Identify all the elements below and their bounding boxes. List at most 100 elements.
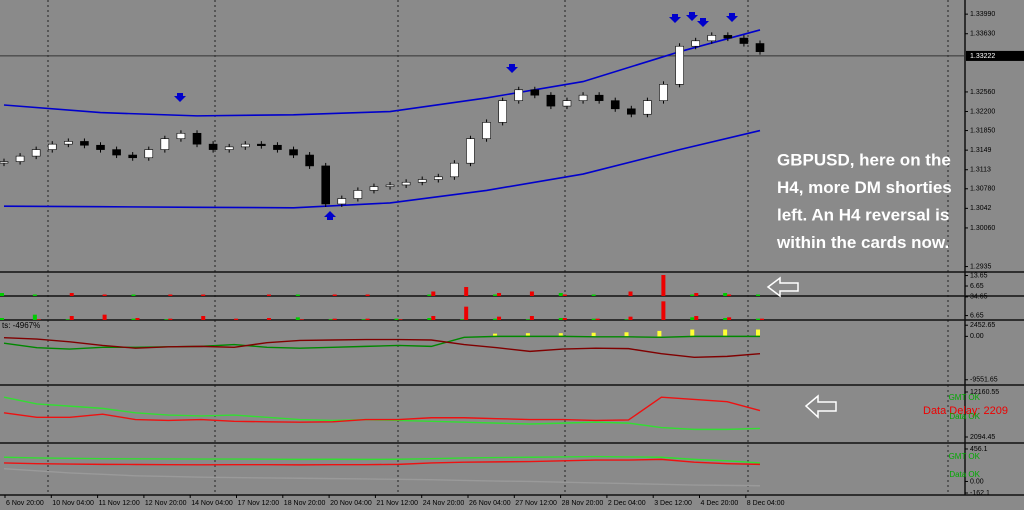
candle — [466, 138, 475, 164]
candle — [594, 94, 604, 101]
indicator-bar — [32, 294, 37, 296]
indicator-bar — [661, 301, 666, 320]
indicator-line — [3, 455, 761, 464]
indicator-bar — [365, 318, 370, 320]
annotation-line: within the cards now. — [776, 233, 949, 252]
candle — [112, 149, 121, 156]
candle — [546, 94, 556, 107]
y-tick-label: 12160.55 — [970, 389, 999, 396]
indicator-bar — [427, 294, 432, 296]
candle — [707, 35, 717, 42]
annotation-line: H4, more DM shorties — [777, 178, 952, 197]
indicator-bar — [694, 316, 699, 320]
candle — [96, 144, 105, 150]
candle — [80, 141, 89, 146]
x-tick-label: 27 Nov 12:00 — [515, 500, 557, 507]
annotation-line: GBPUSD, here on the — [777, 150, 951, 169]
indicator-bar — [727, 294, 732, 296]
indicator-label: Data Delay: 2209 — [923, 405, 1008, 417]
candle — [659, 84, 668, 101]
indicator-label: ts: -4967% — [2, 321, 40, 330]
indicator-bar — [0, 293, 4, 296]
indicator-bar — [497, 316, 502, 320]
annotation: GBPUSD, here on the H4, more DM shorties l… — [776, 150, 952, 252]
indicator-bar — [624, 332, 629, 337]
indicator-bar — [558, 318, 563, 320]
x-tick-label: 3 Dec 12:00 — [654, 500, 692, 507]
candle — [562, 100, 572, 107]
candle — [15, 155, 25, 162]
indicator-bar — [328, 319, 333, 320]
y-tick-label: 1.30060 — [970, 225, 995, 232]
y-tick-label: 1.3042 — [970, 205, 992, 212]
candle — [289, 149, 298, 156]
indicator-bar — [497, 293, 502, 296]
indicator-bar — [201, 294, 206, 296]
indicator-line — [3, 337, 761, 358]
candle — [353, 190, 363, 199]
candle — [723, 35, 733, 39]
indicator-bar — [394, 318, 399, 320]
pointer-arrows — [766, 276, 837, 419]
y-tick-label: 1.31850 — [970, 127, 995, 134]
candle — [144, 149, 154, 159]
candle — [433, 176, 443, 180]
indicator-bar — [201, 316, 206, 320]
y-tick-label: 1.32200 — [970, 108, 995, 115]
y-tick-label: -9551.65 — [970, 377, 998, 384]
candle — [514, 89, 524, 101]
indicator-bar — [135, 318, 140, 320]
y-tick-label: 1.30780 — [970, 186, 995, 193]
indicator-bar — [529, 291, 534, 296]
x-tick-label: 11 Nov 12:00 — [99, 500, 140, 507]
indicator-bar — [69, 316, 74, 320]
y-tick-label: 0.00 — [970, 478, 984, 485]
indicator-bar — [690, 317, 695, 320]
candle — [450, 162, 459, 178]
candle — [498, 100, 507, 123]
candle — [401, 181, 411, 186]
indicator-bar — [168, 294, 173, 296]
candle — [691, 40, 700, 47]
indicator-bar — [164, 319, 169, 320]
x-tick-label: 14 Nov 04:00 — [191, 500, 233, 507]
candle — [675, 45, 684, 85]
candle — [273, 144, 282, 150]
candle — [47, 143, 57, 150]
indicator-bar — [493, 333, 498, 337]
x-tick-label: 6 Nov 20:00 — [6, 500, 44, 507]
indicator-bar — [595, 318, 600, 320]
candle — [305, 154, 314, 167]
x-tick-label: 12 Nov 20:00 — [145, 500, 187, 507]
indicator-bar — [464, 306, 469, 320]
y-tick-label: 13.65 — [970, 272, 988, 279]
indicator-label: Data OK — [949, 470, 980, 479]
indicator-bar — [295, 317, 300, 320]
x-tick-label: 17 Nov 12:00 — [238, 500, 280, 507]
indicator-bar — [493, 294, 498, 296]
indicator-bar — [493, 318, 498, 320]
annotation-line: left. An H4 reversal is — [777, 205, 949, 224]
candle — [64, 141, 73, 145]
y-tick-label: 34.65 — [970, 294, 988, 301]
indicator-bar — [32, 314, 37, 320]
y-tick-label: 1.3113 — [970, 167, 991, 174]
indicator-bar — [0, 318, 4, 320]
candle — [240, 143, 250, 148]
indicator-bar — [756, 318, 760, 320]
candle — [321, 165, 331, 205]
candle — [385, 184, 395, 187]
indicator-bar — [131, 294, 136, 296]
candle — [369, 186, 379, 191]
indicator-bar — [65, 319, 70, 320]
candle — [192, 132, 202, 145]
y-tick-label: 1.33990 — [970, 11, 995, 18]
indicator-line — [3, 458, 761, 466]
candle — [482, 122, 491, 140]
indicator-bar — [591, 332, 596, 337]
indicator-bar — [365, 294, 370, 296]
candle — [208, 143, 218, 150]
x-tick-label: 4 Dec 20:00 — [701, 500, 739, 507]
indicator-bar — [131, 318, 136, 320]
